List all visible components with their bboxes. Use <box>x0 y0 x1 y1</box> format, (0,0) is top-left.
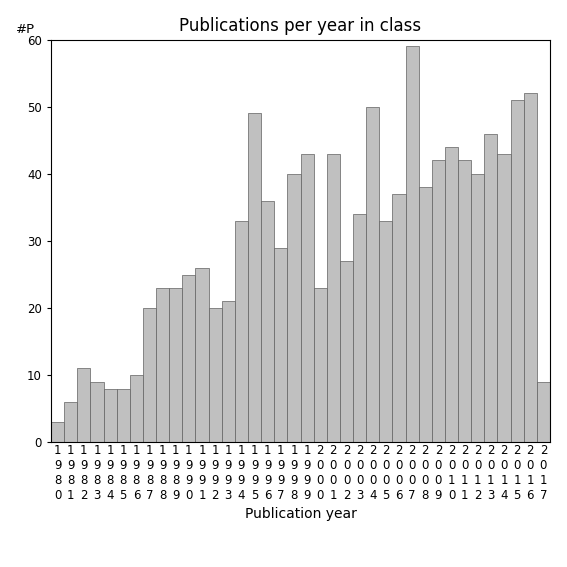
Bar <box>379 221 392 442</box>
Bar <box>248 113 261 442</box>
Bar <box>274 248 287 442</box>
Bar <box>366 107 379 442</box>
Bar <box>405 46 418 442</box>
Bar <box>445 147 458 442</box>
Bar <box>104 388 117 442</box>
Bar <box>432 160 445 442</box>
Bar <box>327 154 340 442</box>
Bar <box>261 201 274 442</box>
Bar <box>471 174 484 442</box>
Bar <box>301 154 314 442</box>
Bar <box>511 100 524 442</box>
Bar <box>77 369 90 442</box>
Bar <box>458 160 471 442</box>
Bar <box>484 134 497 442</box>
Bar <box>90 382 104 442</box>
Bar <box>287 174 301 442</box>
Bar <box>497 154 511 442</box>
Bar <box>222 302 235 442</box>
Bar <box>169 288 183 442</box>
Text: #P: #P <box>16 23 35 36</box>
Bar <box>209 308 222 442</box>
Bar <box>143 308 156 442</box>
Bar <box>130 375 143 442</box>
Bar <box>392 194 405 442</box>
Bar <box>51 422 64 442</box>
Bar <box>340 261 353 442</box>
Bar <box>524 94 537 442</box>
Bar <box>183 274 196 442</box>
Bar <box>418 187 432 442</box>
Bar <box>353 214 366 442</box>
Bar <box>196 268 209 442</box>
Bar <box>235 221 248 442</box>
Bar <box>117 388 130 442</box>
X-axis label: Publication year: Publication year <box>244 507 357 521</box>
Bar <box>537 382 550 442</box>
Bar <box>314 288 327 442</box>
Bar <box>64 402 77 442</box>
Title: Publications per year in class: Publications per year in class <box>179 18 422 35</box>
Bar <box>156 288 169 442</box>
